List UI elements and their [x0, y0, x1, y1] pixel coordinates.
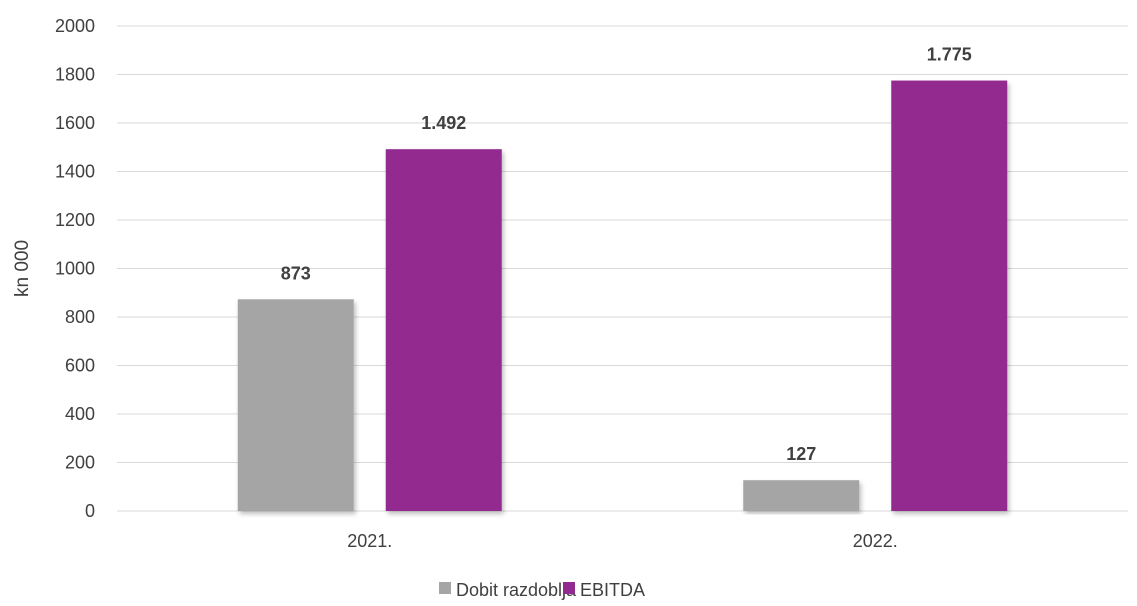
data-labels: 873 1.492 127 1.775 [281, 45, 972, 465]
data-label: 1.492 [421, 113, 466, 133]
y-tick-label: 2000 [55, 16, 95, 36]
y-tick-label: 0 [85, 501, 95, 521]
x-tick-label: 2021. [347, 531, 392, 551]
bar-dobit-razdoblja-1 [743, 480, 860, 511]
y-tick-label: 200 [65, 453, 95, 473]
y-tick-label: 1600 [55, 113, 95, 133]
bar-ebitda-0 [385, 149, 502, 511]
y-tick-label: 1800 [55, 65, 95, 85]
y-tick-label: 1200 [55, 210, 95, 230]
x-tick-label: 2022. [853, 531, 898, 551]
legend-label-0: Dobit razdoblja [456, 580, 577, 600]
bar-dobit-razdoblja-0 [237, 299, 354, 511]
y-tick-label: 600 [65, 356, 95, 376]
y-tick-label: 800 [65, 307, 95, 327]
legend-swatch-1 [563, 582, 575, 594]
bars [237, 80, 1008, 511]
y-tick-label: 1000 [55, 259, 95, 279]
y-axis-ticks: 0 200 400 600 800 1000 1200 1400 1600 1800 2000 [55, 16, 95, 521]
bar-ebitda-1 [891, 80, 1008, 511]
legend: Dobit razdoblja EBITDA [439, 580, 645, 600]
y-axis-title: kn 000 [12, 240, 33, 297]
data-label: 127 [786, 444, 816, 464]
x-axis-ticks: 2021. 2022. [347, 531, 898, 551]
y-tick-label: 1400 [55, 162, 95, 182]
legend-swatch-0 [439, 582, 451, 594]
y-tick-label: 400 [65, 404, 95, 424]
data-label: 873 [281, 263, 311, 283]
legend-label-1: EBITDA [580, 580, 645, 600]
data-label: 1.775 [927, 45, 972, 65]
